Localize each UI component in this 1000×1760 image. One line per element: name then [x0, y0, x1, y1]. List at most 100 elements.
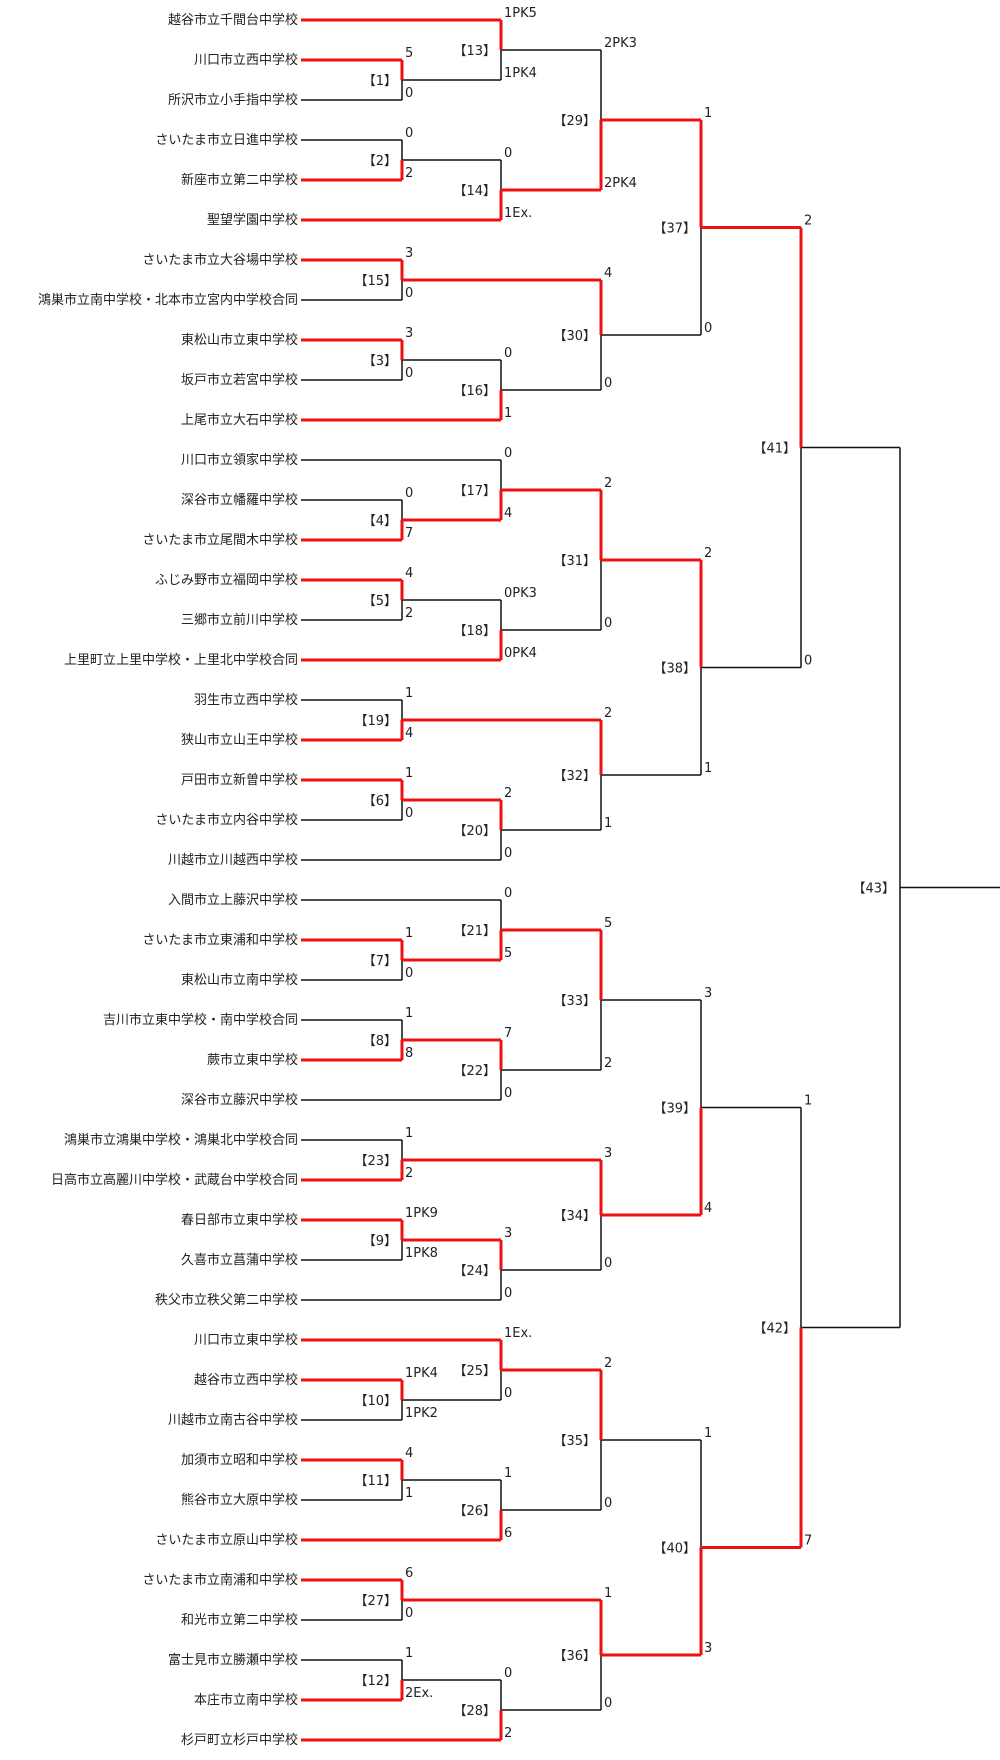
score-label: 0: [704, 321, 712, 336]
score-label: 2: [405, 1166, 413, 1181]
score-label: 2: [604, 1056, 612, 1071]
team-name: 戸田市立新曽中学校: [181, 772, 298, 788]
score-label: 0: [604, 616, 612, 631]
match-label: 【25】: [453, 1364, 496, 1379]
team-name: 川越市立南古谷中学校: [168, 1412, 298, 1428]
score-label: 1PK2: [405, 1406, 438, 1421]
match-label: 【11】: [354, 1474, 397, 1489]
team-name: 鴻巣市立南中学校・北本市立宮内中学校合同: [38, 292, 298, 308]
match-label: 【15】: [354, 274, 397, 289]
score-label: 1: [504, 406, 512, 421]
score-label: 0: [504, 1086, 512, 1101]
score-label: 0: [405, 966, 413, 981]
score-label: 0: [504, 886, 512, 901]
score-label: 1: [405, 1646, 413, 1661]
match-label: 【2】: [363, 154, 397, 169]
team-name: 和光市立第二中学校: [181, 1612, 298, 1628]
score-label: 1: [504, 1466, 512, 1481]
score-label: 5: [504, 946, 512, 961]
score-label: 0: [405, 86, 413, 101]
score-label: 2: [804, 214, 812, 229]
team-name: さいたま市立原山中学校: [155, 1532, 298, 1548]
team-name: 熊谷市立大原中学校: [181, 1492, 298, 1508]
score-label: 3: [704, 1641, 712, 1656]
score-label: 2: [405, 606, 413, 621]
score-label: 2: [604, 706, 612, 721]
score-label: 1: [604, 816, 612, 831]
match-label: 【35】: [553, 1434, 596, 1449]
team-name: 羽生市立西中学校: [194, 692, 298, 708]
score-label: 1: [704, 106, 712, 121]
score-label: 7: [405, 526, 413, 541]
score-label: 0: [504, 1386, 512, 1401]
winner-path-lines: [301, 18, 803, 1742]
match-label: 【21】: [453, 924, 496, 939]
score-label: 2: [504, 786, 512, 801]
team-name: 川口市立西中学校: [194, 52, 298, 68]
score-label: 2Ex.: [405, 1686, 433, 1701]
score-label: 0: [804, 654, 812, 669]
score-label: 0: [604, 376, 612, 391]
team-name: 久喜市立菖蒲中学校: [181, 1252, 298, 1268]
score-label: 0: [405, 286, 413, 301]
score-label: 5: [405, 46, 413, 61]
connector-lines: [301, 49, 1000, 1711]
match-label: 【36】: [553, 1649, 596, 1664]
score-label: 3: [504, 1226, 512, 1241]
team-name: 坂戸市立若宮中学校: [181, 372, 298, 388]
score-label: 0: [604, 1696, 612, 1711]
match-label: 【29】: [553, 114, 596, 129]
score-label: 0: [504, 146, 512, 161]
score-label: 4: [504, 506, 512, 521]
team-name: 秩父市立秩父第二中学校: [155, 1292, 298, 1308]
match-label: 【3】: [363, 354, 397, 369]
score-label: 2: [504, 1726, 512, 1741]
match-label: 【14】: [453, 184, 496, 199]
score-label: 2PK4: [604, 176, 637, 191]
score-label: 3: [604, 1146, 612, 1161]
team-name: 川口市立東中学校: [194, 1332, 298, 1348]
score-label: 0: [405, 806, 413, 821]
score-label: 0: [405, 126, 413, 141]
score-label: 4: [604, 266, 612, 281]
match-label: 【39】: [653, 1102, 696, 1117]
match-label: 【38】: [653, 662, 696, 677]
score-label: 7: [804, 1534, 812, 1549]
match-label: 【20】: [453, 824, 496, 839]
labels-layer: 越谷市立千間台中学校川口市立西中学校所沢市立小手指中学校さいたま市立日進中学校新…: [38, 6, 895, 1748]
team-name: 上里町立上里中学校・上里北中学校合同: [64, 652, 298, 668]
match-label: 【16】: [453, 384, 496, 399]
score-label: 1: [405, 1126, 413, 1141]
score-label: 7: [504, 1026, 512, 1041]
match-label: 【1】: [363, 74, 397, 89]
score-label: 2: [604, 1356, 612, 1371]
match-label: 【13】: [453, 44, 496, 59]
score-label: 1: [704, 761, 712, 776]
match-label: 【42】: [753, 1322, 796, 1337]
team-name: 杉戸町立杉戸中学校: [181, 1732, 298, 1748]
team-name: 狭山市立山王中学校: [181, 732, 298, 748]
match-label: 【19】: [354, 714, 397, 729]
score-label: 4: [405, 1446, 413, 1461]
team-name: 蕨市立東中学校: [207, 1052, 298, 1068]
match-label: 【24】: [453, 1264, 496, 1279]
score-label: 1: [704, 1426, 712, 1441]
score-label: 0: [604, 1496, 612, 1511]
match-label: 【33】: [553, 994, 596, 1009]
score-label: 1: [604, 1586, 612, 1601]
team-name: 春日部市立東中学校: [181, 1212, 298, 1228]
match-label: 【22】: [453, 1064, 496, 1079]
score-label: 6: [405, 1566, 413, 1581]
match-label: 【9】: [363, 1234, 397, 1249]
score-label: 2: [405, 166, 413, 181]
team-name: 越谷市立千間台中学校: [168, 12, 298, 28]
match-label: 【5】: [363, 594, 397, 609]
team-name: さいたま市立尾間木中学校: [142, 532, 298, 548]
team-name: 富士見市立勝瀬中学校: [168, 1652, 298, 1668]
team-name: さいたま市立南浦和中学校: [142, 1572, 298, 1588]
team-name: 鴻巣市立鴻巣中学校・鴻巣北中学校合同: [64, 1132, 298, 1148]
match-label: 【41】: [753, 442, 796, 457]
score-label: 4: [405, 726, 413, 741]
team-name: ふじみ野市立福岡中学校: [155, 572, 298, 588]
score-label: 4: [704, 1201, 712, 1216]
